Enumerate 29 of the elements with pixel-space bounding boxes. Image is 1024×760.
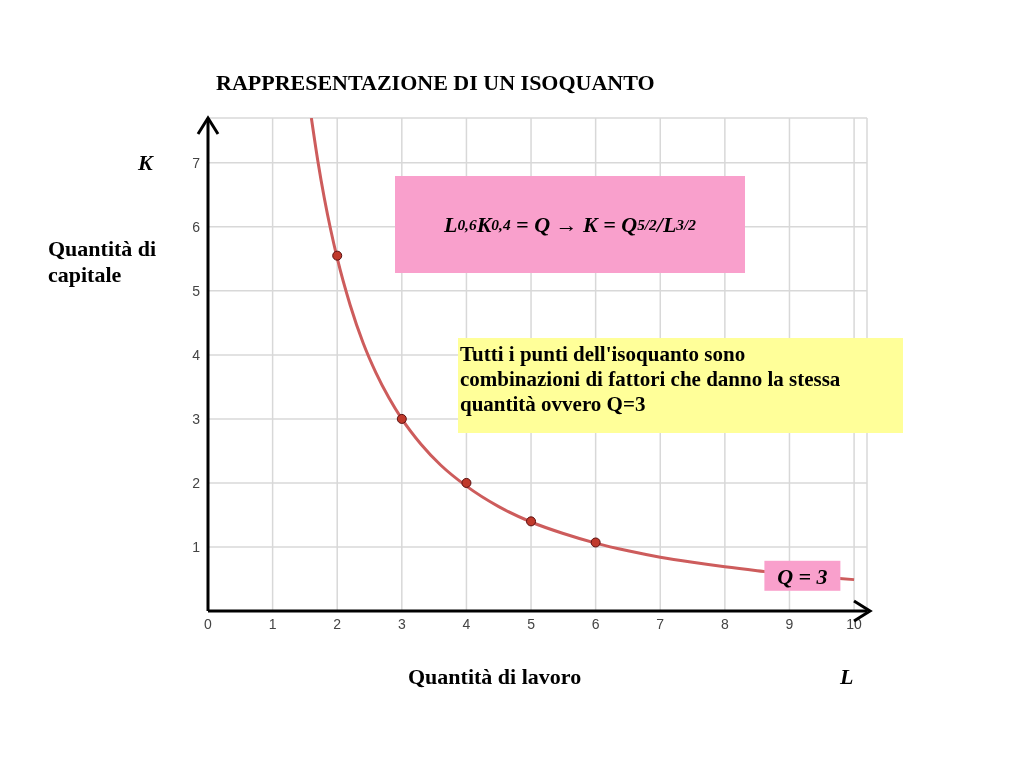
y-tick-label: 3	[192, 410, 201, 427]
x-tick-label: 2	[333, 615, 342, 632]
x-tick-label: 3	[397, 615, 406, 632]
x-tick-label: 4	[462, 615, 471, 632]
x-tick-label: 9	[785, 615, 794, 632]
point	[461, 477, 472, 488]
y-axis-title: Quantità di capitale	[48, 236, 158, 288]
x-tick-label: 1	[268, 615, 277, 632]
x-tick-label: 0	[204, 615, 213, 632]
point	[332, 250, 343, 261]
chart-title: RAPPRESENTAZIONE DI UN ISOQUANTO	[216, 70, 655, 96]
y-tick-label: 1	[192, 538, 201, 555]
y-tick-label: 5	[192, 282, 201, 299]
y-tick-label: 2	[192, 474, 201, 491]
x-axis-title: Quantità di lavoro	[408, 664, 582, 690]
x-tick-label: 8	[720, 615, 729, 632]
y-tick-label: 7	[192, 154, 201, 171]
point	[396, 413, 407, 424]
text: K	[138, 150, 153, 175]
point	[526, 516, 537, 527]
annotation: Tutti i punti dell'isoquanto sono combinazioni di fattori che danno la stessa quantità ovvero Q=3	[460, 342, 842, 416]
text: L	[840, 664, 854, 689]
point	[590, 537, 601, 548]
x-tick-label: 5	[527, 615, 536, 632]
annotation: Q = 3	[777, 563, 828, 589]
x-tick-label: 7	[656, 615, 665, 632]
y-tick-label: 6	[192, 218, 201, 235]
y-tick-label: 4	[192, 346, 201, 363]
x-tick-label: 6	[591, 615, 600, 632]
